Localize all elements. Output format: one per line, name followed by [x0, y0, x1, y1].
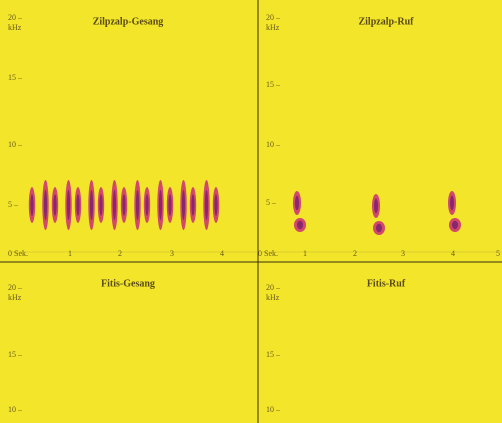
x-axis-label: 2 [118, 249, 122, 258]
y-axis-label: 20 – [266, 283, 281, 292]
y-axis-label: kHz [266, 23, 280, 32]
spectral-core [376, 223, 382, 233]
y-axis-label: kHz [8, 293, 22, 302]
y-axis-label: 20 – [8, 13, 23, 22]
y-axis-label: kHz [266, 293, 280, 302]
spectral-core [76, 194, 80, 216]
y-axis-label: 15 – [266, 80, 281, 89]
x-axis-label: 2 [353, 249, 357, 258]
y-axis-label: 10 – [8, 140, 23, 149]
y-axis-label: 5 – [8, 200, 19, 209]
spectral-core [181, 190, 186, 220]
y-axis-label: kHz [8, 23, 22, 32]
spectral-core [145, 194, 149, 216]
panel-title: Fitis-Ruf [367, 278, 406, 289]
y-axis-label: 10 – [8, 405, 23, 414]
spectral-core [158, 190, 163, 220]
spectral-core [53, 194, 57, 216]
spectral-core [89, 190, 94, 220]
y-axis-label: 10 – [266, 140, 281, 149]
y-axis-label: 10 – [266, 405, 281, 414]
x-axis-label: 1 [303, 249, 307, 258]
spectral-core [374, 198, 378, 214]
panel-title: Fitis-Gesang [101, 278, 155, 289]
spectral-core [122, 194, 126, 216]
spectral-core [168, 194, 172, 216]
spectral-core [450, 195, 454, 211]
spectral-core [191, 194, 195, 216]
x-axis-label: 3 [170, 249, 174, 258]
spectral-core [214, 194, 218, 216]
spectral-core [297, 220, 303, 230]
spectral-core [66, 190, 71, 220]
y-axis-label: 5 – [266, 198, 277, 207]
y-axis-label: 15 – [8, 73, 23, 82]
spectral-core [204, 190, 209, 220]
panel-title: Zilpzalp-Gesang [93, 16, 164, 27]
y-axis-label: 20 – [266, 13, 281, 22]
spectral-core [99, 194, 103, 216]
x-axis-label: 3 [401, 249, 405, 258]
y-axis-label: 20 – [8, 283, 23, 292]
panel-title: Zilpzalp-Ruf [358, 16, 414, 27]
y-axis-label: 15 – [266, 350, 281, 359]
x-axis-label: 4 [451, 249, 455, 258]
x-axis-label: 4 [220, 249, 224, 258]
spectral-core [135, 190, 140, 220]
spectral-core [43, 190, 48, 220]
spectral-core [295, 195, 299, 211]
spectral-core [112, 190, 117, 220]
y-axis-label: 15 – [8, 350, 23, 359]
x-axis-label: 5 [496, 249, 500, 258]
spectral-core [30, 194, 34, 216]
x-axis-label: 0 Sek. [258, 249, 278, 258]
x-axis-label: 1 [68, 249, 72, 258]
x-axis-label: 0 Sek. [8, 249, 28, 258]
spectral-core [452, 220, 458, 230]
